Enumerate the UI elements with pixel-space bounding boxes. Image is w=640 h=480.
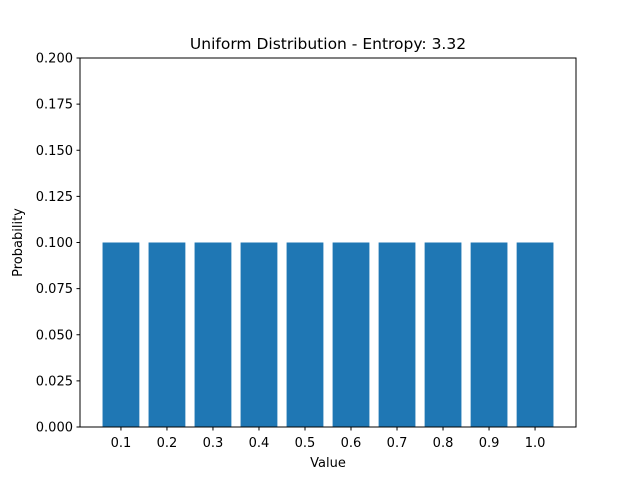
bar bbox=[286, 242, 324, 427]
y-tick-label: 0.000 bbox=[36, 421, 73, 436]
x-tick-label: 0.6 bbox=[341, 436, 362, 451]
bars bbox=[102, 242, 554, 427]
bar bbox=[148, 242, 186, 427]
x-axis-ticks: 0.1 0.2 0.3 0.4 0.5 0.6 0.7 0.8 0.9 1.0 bbox=[111, 427, 546, 451]
bar bbox=[102, 242, 140, 427]
y-tick-label: 0.125 bbox=[36, 190, 73, 205]
x-tick-label: 0.3 bbox=[203, 436, 224, 451]
y-tick-label: 0.100 bbox=[36, 236, 73, 251]
plot-area-frame bbox=[79, 57, 577, 428]
x-tick-label: 0.2 bbox=[157, 436, 178, 451]
bar bbox=[424, 242, 462, 427]
x-tick-label: 0.9 bbox=[479, 436, 500, 451]
y-tick-label: 0.025 bbox=[36, 374, 73, 389]
bar bbox=[240, 242, 278, 427]
y-axis-ticks: 0.000 0.025 0.050 0.075 0.100 0.125 0.150 0.175… bbox=[36, 52, 80, 436]
x-tick-label: 0.4 bbox=[249, 436, 270, 451]
bar bbox=[378, 242, 416, 427]
bar bbox=[332, 242, 370, 427]
y-tick-label: 0.075 bbox=[36, 282, 73, 297]
y-tick-label: 0.200 bbox=[36, 52, 73, 67]
y-axis-label: Probability bbox=[11, 208, 26, 277]
y-tick-label: 0.050 bbox=[36, 328, 73, 343]
bar bbox=[516, 242, 554, 427]
chart-title: Uniform Distribution - Entropy: 3.32 bbox=[190, 35, 466, 53]
bar bbox=[194, 242, 232, 427]
x-axis-label: Value bbox=[310, 456, 346, 471]
x-tick-label: 1.0 bbox=[525, 436, 546, 451]
y-tick-label: 0.150 bbox=[36, 144, 73, 159]
x-tick-label: 0.7 bbox=[387, 436, 408, 451]
bar bbox=[470, 242, 508, 427]
x-tick-label: 0.8 bbox=[433, 436, 454, 451]
x-tick-label: 0.1 bbox=[111, 436, 132, 451]
y-tick-label: 0.175 bbox=[36, 98, 73, 113]
x-tick-label: 0.5 bbox=[295, 436, 316, 451]
